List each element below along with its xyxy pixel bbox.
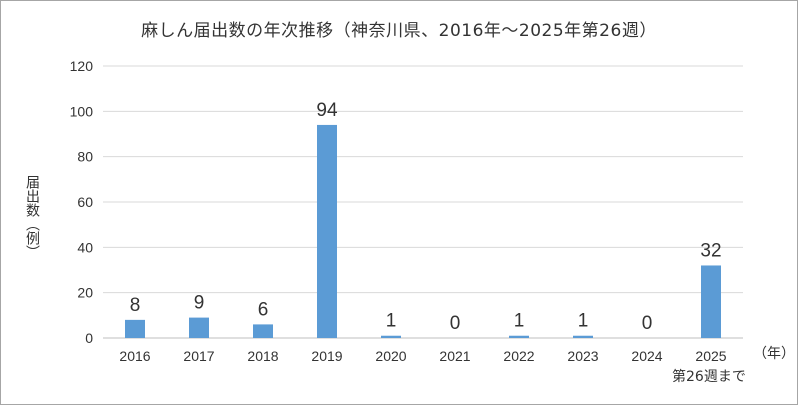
y-tick-label: 120 [70, 58, 94, 74]
bar-2025 [701, 265, 721, 338]
x-tick-label-2018: 2018 [247, 348, 278, 364]
bar-2018 [253, 324, 273, 338]
x-tick-labels: 2016 2017 2018 2019 2020 2021 2022 2023 2024 2025 [119, 348, 726, 364]
data-labels: 8 9 6 94 1 0 1 1 0 32 [130, 100, 722, 334]
bar-2016 [125, 319, 145, 338]
x-tick-label-2021: 2021 [439, 348, 470, 364]
y-tick-label: 40 [77, 239, 93, 255]
x-tick-label-2017: 2017 [183, 348, 214, 364]
data-label-2016: 8 [130, 295, 141, 316]
x-tick-label-2022: 2022 [503, 348, 534, 364]
y-tick-label: 0 [85, 330, 93, 346]
data-label-2021: 0 [450, 313, 461, 334]
bars [125, 124, 721, 338]
y-tick-label: 20 [77, 285, 93, 301]
chart-title: 麻しん届出数の年次推移（神奈川県、2016年～2025年第26週） [141, 21, 657, 41]
y-tick-label: 80 [77, 149, 93, 165]
data-label-2020: 1 [386, 311, 397, 332]
x-tick-label-2025: 2025 [695, 348, 726, 364]
data-label-2024: 0 [642, 313, 653, 334]
y-tick-labels: 0 20 40 60 80 100 120 [70, 58, 94, 346]
y-axis-label: 届出数（例） [24, 175, 40, 259]
bar-2022 [509, 335, 529, 338]
x-tick-label-2023: 2023 [567, 348, 598, 364]
x-tick-label-2019: 2019 [311, 348, 342, 364]
bar-2023 [573, 335, 593, 338]
x-axis-note: 第26週まで [672, 369, 746, 385]
x-tick-label-2024: 2024 [631, 348, 662, 364]
bar-2017 [189, 317, 209, 338]
y-tick-label: 100 [70, 103, 94, 119]
x-tick-label-2016: 2016 [119, 348, 150, 364]
bar-2019 [317, 124, 337, 338]
gridlines [103, 65, 743, 339]
y-tick-label: 60 [77, 194, 93, 210]
x-tick-label-2020: 2020 [375, 348, 406, 364]
bar-2020 [381, 335, 401, 338]
data-label-2018: 6 [258, 299, 269, 320]
data-label-2019: 94 [316, 100, 338, 121]
data-label-2022: 1 [514, 311, 525, 332]
x-axis-unit: （年） [753, 346, 795, 362]
data-label-2023: 1 [578, 311, 589, 332]
data-label-2025: 32 [700, 240, 721, 261]
data-label-2017: 9 [194, 293, 205, 314]
